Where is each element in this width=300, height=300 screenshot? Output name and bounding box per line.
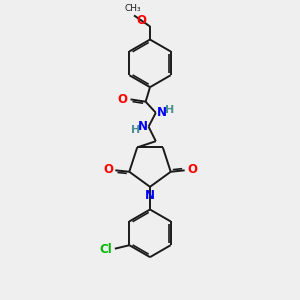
- Text: O: O: [103, 163, 113, 176]
- Text: H: H: [164, 105, 174, 115]
- Text: H: H: [130, 124, 140, 135]
- Text: N: N: [145, 189, 155, 202]
- Text: N: N: [138, 120, 148, 133]
- Text: Cl: Cl: [99, 243, 112, 256]
- Text: O: O: [137, 14, 147, 27]
- Text: O: O: [187, 163, 197, 176]
- Text: CH₃: CH₃: [124, 4, 141, 13]
- Text: N: N: [156, 106, 167, 119]
- Text: O: O: [117, 93, 127, 106]
